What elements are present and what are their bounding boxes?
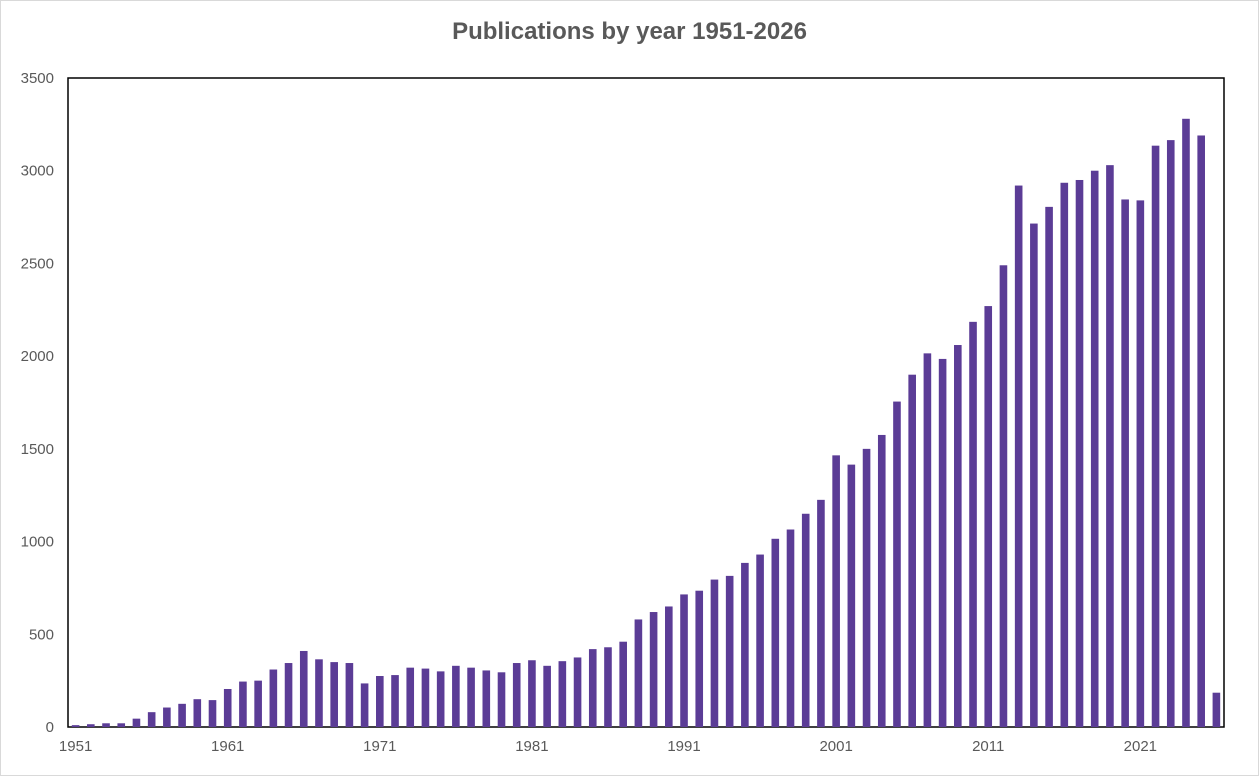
bar-2001 — [832, 455, 840, 727]
bar-1989 — [649, 612, 658, 727]
x-tick-label: 1961 — [211, 738, 244, 755]
bar-2009 — [954, 345, 962, 727]
bar-2010 — [969, 321, 977, 727]
x-tick-label: 1951 — [59, 738, 92, 755]
bar-1986 — [604, 647, 612, 727]
bar-2016 — [1060, 182, 1069, 727]
y-tick-label: 3500 — [21, 70, 54, 87]
y-tick-label: 1500 — [21, 441, 54, 458]
bar-1969 — [345, 663, 354, 727]
x-axis-ticks: 1951 1961 1971 1981 1991 2001 2011 2021 — [59, 738, 1157, 755]
bar-1972 — [391, 675, 399, 727]
bar-1983 — [558, 661, 567, 727]
bar-1967 — [315, 659, 323, 727]
bar-2007 — [923, 353, 932, 727]
bar-1958 — [178, 703, 186, 727]
bar-2022 — [1151, 145, 1160, 727]
bar-2000 — [817, 499, 825, 727]
bar-1970 — [360, 683, 369, 727]
x-tick-label: 2011 — [972, 738, 1004, 755]
bar-2021 — [1136, 200, 1145, 727]
bar-2025 — [1197, 135, 1205, 728]
bar-1951 — [71, 725, 80, 727]
bar-1962 — [239, 681, 247, 727]
bar-1977 — [467, 667, 475, 727]
x-tick-label: 1971 — [363, 738, 396, 755]
plot-area — [67, 77, 1225, 728]
bar-2020 — [1121, 199, 1129, 727]
bar-1995 — [741, 562, 749, 727]
bar-1994 — [725, 575, 734, 727]
bar-1975 — [436, 671, 445, 727]
bar-2004 — [877, 434, 886, 727]
bar-2002 — [847, 464, 856, 727]
bar-2003 — [862, 448, 871, 727]
bar-2026 — [1212, 692, 1221, 727]
bar-1999 — [801, 513, 810, 727]
bar-1990 — [665, 606, 673, 727]
bar-1979 — [497, 672, 506, 727]
bar-1961 — [223, 688, 232, 727]
chart-title: Publications by year 1951-2026 — [452, 18, 807, 45]
bar-1957 — [163, 707, 171, 727]
bar-2023 — [1166, 140, 1175, 727]
bar-1984 — [573, 657, 582, 727]
bar-2011 — [984, 306, 993, 727]
bar-2012 — [999, 265, 1008, 727]
bar-1985 — [588, 649, 597, 727]
bar-2008 — [938, 358, 947, 727]
bar-1968 — [330, 662, 338, 727]
bar-1987 — [619, 641, 627, 727]
bar-1997 — [771, 538, 780, 727]
y-tick-label: 500 — [29, 626, 54, 643]
bar-1966 — [299, 650, 308, 727]
bar-1992 — [695, 590, 704, 727]
x-tick-label: 2021 — [1124, 738, 1157, 755]
y-tick-label: 2500 — [21, 255, 54, 272]
bar-1974 — [421, 668, 430, 727]
y-tick-label: 0 — [46, 719, 54, 736]
bar-2013 — [1014, 185, 1023, 728]
bar-1980 — [512, 663, 521, 727]
bar-1963 — [254, 680, 262, 727]
bar-1971 — [376, 676, 384, 727]
bar-1964 — [269, 669, 278, 727]
bar-1998 — [786, 529, 795, 727]
bar-1960 — [208, 700, 217, 727]
bar-2017 — [1075, 179, 1084, 728]
bar-1991 — [680, 594, 688, 727]
x-tick-label: 1991 — [667, 738, 700, 755]
bar-1976 — [452, 665, 460, 727]
y-tick-label: 3000 — [21, 163, 54, 180]
bar-2006 — [908, 374, 916, 727]
y-axis-ticks: 0 500 1000 1500 2000 2500 3000 3500 — [21, 70, 54, 736]
bar-1953 — [102, 723, 110, 727]
y-tick-label: 2000 — [21, 348, 54, 365]
bar-1981 — [528, 660, 536, 727]
bar-1996 — [756, 554, 764, 727]
bar-1973 — [406, 667, 415, 727]
bar-1993 — [710, 579, 719, 727]
bar-1982 — [543, 665, 551, 727]
bar-1978 — [482, 670, 491, 727]
bar-1952 — [87, 724, 95, 727]
bar-2018 — [1090, 170, 1099, 727]
bar-1954 — [117, 723, 126, 727]
bar-2005 — [893, 401, 901, 727]
bar-1959 — [193, 699, 202, 727]
bar-2024 — [1182, 118, 1190, 728]
bar-2019 — [1106, 165, 1114, 727]
x-tick-label: 1981 — [515, 738, 548, 755]
y-tick-label: 1000 — [21, 534, 54, 551]
bar-2015 — [1045, 206, 1053, 727]
bar-series — [71, 118, 1221, 728]
bar-1955 — [132, 718, 141, 727]
bar-1956 — [147, 712, 156, 727]
bar-1965 — [284, 663, 293, 727]
bar-1988 — [634, 619, 643, 727]
x-tick-label: 2001 — [819, 738, 852, 755]
bar-2014 — [1030, 223, 1038, 727]
